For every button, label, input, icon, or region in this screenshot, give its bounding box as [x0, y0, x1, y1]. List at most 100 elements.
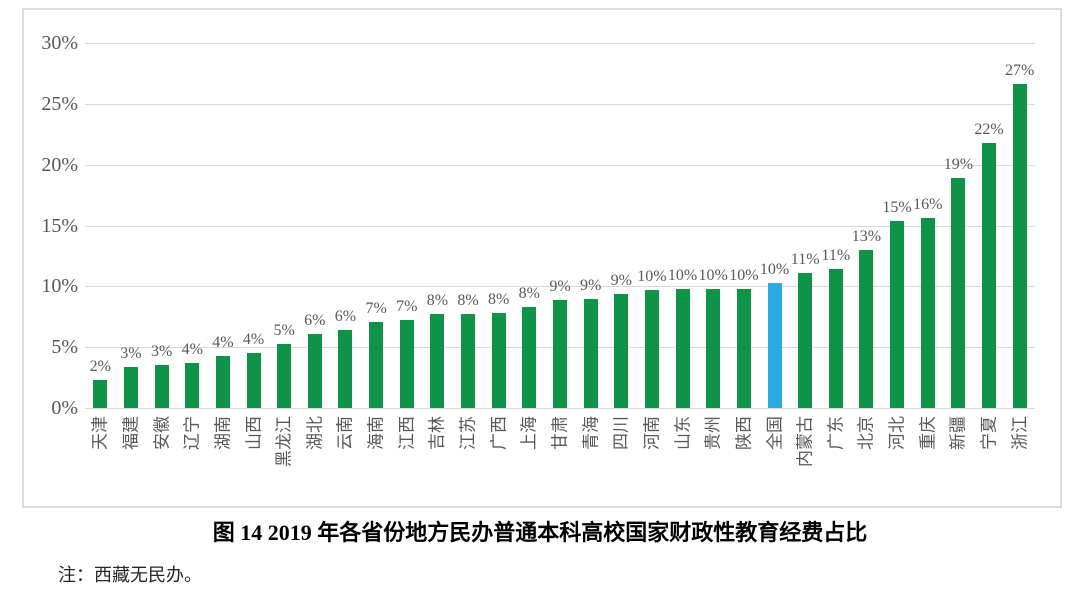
- bar: [859, 249, 874, 408]
- bar: [399, 320, 414, 408]
- bar: [675, 288, 690, 408]
- y-tick-label: 25%: [41, 92, 78, 115]
- bar: [430, 314, 445, 408]
- y-tick-label: 20%: [41, 153, 78, 176]
- bar-value-label: 8%: [518, 285, 540, 303]
- bar: [706, 288, 721, 408]
- x-tick-label: 宁夏: [979, 416, 999, 450]
- bar: [614, 293, 629, 408]
- bar: [583, 298, 598, 408]
- bar: [890, 220, 905, 408]
- y-tick-label: 15%: [41, 214, 78, 237]
- bar-value-label: 10%: [759, 260, 790, 278]
- bar-value-label: 13%: [851, 227, 882, 245]
- bar: [491, 313, 506, 408]
- bar-value-label: 15%: [882, 198, 912, 216]
- x-tick-label: 河北: [887, 416, 907, 450]
- x-tick-label: 福建: [121, 416, 141, 450]
- bar-value-label: 9%: [549, 277, 571, 295]
- x-tick-label: 上海: [519, 416, 539, 450]
- bar-value-label: 4%: [242, 331, 265, 349]
- bar: [185, 362, 200, 408]
- bar: [93, 380, 108, 408]
- bar-value-label: 2%: [89, 358, 111, 376]
- bar-value-label: 3%: [120, 344, 142, 362]
- x-tick-label: 云南: [335, 416, 355, 450]
- x-tick-label: 浙江: [1010, 416, 1030, 450]
- bar: [277, 343, 292, 408]
- bar: [461, 314, 476, 408]
- bar: [123, 366, 138, 408]
- chart-title: 图 14 2019 年各省份地方民办普通本科高校国家财政性教育经费占比: [212, 520, 868, 545]
- bar-value-label: 10%: [698, 266, 728, 284]
- bar-value-label: 4%: [212, 333, 234, 351]
- gridline: [85, 225, 1035, 227]
- x-tick-label: 内蒙古: [795, 416, 815, 467]
- x-tick-label: 吉林: [427, 416, 447, 450]
- bar: [982, 142, 997, 408]
- bar-value-label: 11%: [790, 250, 820, 268]
- x-tick-label: 山西: [244, 416, 264, 450]
- bar: [215, 355, 230, 408]
- gridline: [85, 103, 1035, 105]
- bar: [338, 330, 353, 408]
- x-tick-label: 湖南: [213, 416, 233, 450]
- bar: [736, 288, 751, 408]
- bar-value-label: 22%: [974, 120, 1004, 138]
- bar-value-label: 9%: [610, 271, 632, 289]
- bar-value-label: 11%: [821, 247, 851, 265]
- bar: [951, 178, 966, 408]
- y-tick-label: 30%: [41, 32, 78, 54]
- bar-value-label: 6%: [334, 308, 357, 326]
- x-tick-label: 天津: [90, 416, 110, 450]
- x-tick-label: 贵州: [703, 416, 723, 450]
- bar-value-label: 9%: [579, 276, 602, 294]
- gridline: [85, 43, 1035, 44]
- x-tick-label: 陕西: [734, 416, 754, 450]
- bar-value-label: 19%: [943, 156, 974, 174]
- y-tick-label: 10%: [41, 275, 78, 298]
- x-tick-label: 重庆: [918, 416, 938, 450]
- bar-value-label: 6%: [304, 311, 326, 329]
- x-tick-label: 河南: [642, 416, 662, 450]
- bar-value-label: 10%: [637, 267, 667, 285]
- chart-area: 0% 5% 10% 15% 20% 25% 30% 2% 天津 3% 福建 3% 安徽 4% 辽宁 4% 湖南 4…: [22, 8, 1062, 508]
- bar: [246, 353, 261, 408]
- bar-value-label: 8%: [488, 291, 510, 309]
- x-tick-label: 山东: [673, 416, 693, 450]
- x-tick-label: 安徽: [152, 416, 172, 450]
- y-tick-label: 5%: [51, 336, 78, 359]
- bar-value-label: 7%: [396, 298, 418, 316]
- bar: [828, 269, 843, 408]
- x-tick-label: 青海: [581, 416, 601, 450]
- x-tick-label: 新疆: [948, 416, 968, 450]
- bar: [369, 321, 384, 408]
- x-tick-label: 甘肃: [550, 416, 570, 450]
- bar: [798, 272, 813, 408]
- x-tick-label: 广东: [826, 416, 846, 450]
- bar-value-label: 16%: [913, 196, 943, 214]
- bar-value-label: 5%: [273, 321, 295, 339]
- gridline: [85, 408, 1035, 409]
- x-tick-label: 四川: [611, 416, 631, 450]
- chart-note: 注：西藏无民办。: [58, 565, 202, 585]
- x-tick-label: 辽宁: [182, 416, 202, 450]
- bar: [1012, 84, 1027, 408]
- x-tick-label: 黑龙江: [274, 416, 294, 467]
- bar: [522, 307, 537, 408]
- gridline: [85, 164, 1035, 166]
- x-tick-label: 北京: [856, 416, 876, 450]
- y-tick-label: 0%: [51, 397, 78, 419]
- bar-value-label: 7%: [365, 299, 387, 317]
- bar: [644, 289, 659, 408]
- bar-value-label: 3%: [150, 343, 173, 361]
- bar: [307, 333, 322, 408]
- bar-value-label: 8%: [426, 292, 449, 310]
- x-tick-label: 全国: [765, 416, 785, 450]
- bar: [920, 218, 935, 408]
- x-tick-label: 广西: [489, 416, 509, 450]
- bar-value-label: 10%: [667, 266, 698, 284]
- bar: [154, 365, 169, 408]
- bar-value-label: 8%: [457, 292, 479, 310]
- bar: [767, 282, 782, 408]
